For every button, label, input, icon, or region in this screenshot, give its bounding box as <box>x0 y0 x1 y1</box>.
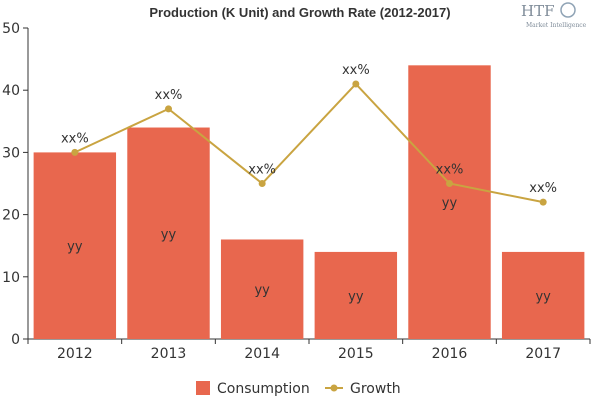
logo-text: HTF <box>521 2 555 20</box>
logo: HTF Market Intelligence <box>521 2 587 29</box>
growth-data-label: xx% <box>61 131 89 146</box>
legend: Consumption Growth <box>196 381 401 397</box>
legend-label-consumption: Consumption <box>217 381 310 397</box>
y-tick-label: 50 <box>2 21 20 37</box>
growth-data-label: xx% <box>155 88 183 103</box>
bar <box>501 251 585 339</box>
x-axis-ticks: 2012 2013 2014 2015 2016 2017 <box>27 339 591 362</box>
growth-point <box>165 105 172 113</box>
legend-label-growth: Growth <box>350 381 401 397</box>
growth-point <box>446 180 453 187</box>
x-tick-label: 2012 <box>57 346 93 362</box>
growth-point <box>71 148 79 156</box>
y-tick-label: 10 <box>2 270 20 286</box>
logo-globe-icon <box>560 2 576 18</box>
bar-data-label: yy <box>348 289 364 304</box>
y-tick-label: 0 <box>11 332 20 348</box>
bar-data-label: yy <box>254 283 270 298</box>
legend-swatch-growth-dot <box>330 384 338 392</box>
bar <box>127 127 210 340</box>
legend-item-consumption[interactable]: Consumption <box>196 381 310 397</box>
chart-title: Production (K Unit) and Growth Rate (201… <box>149 5 450 20</box>
logo-subtext: Market Intelligence <box>526 22 587 29</box>
bar <box>408 65 491 339</box>
bar <box>33 152 117 339</box>
bar-data-label: yy <box>442 196 458 211</box>
bars <box>33 65 585 340</box>
y-tick-label: 40 <box>2 83 20 99</box>
legend-swatch-consumption <box>196 381 210 395</box>
bar <box>220 239 304 339</box>
growth-data-label: xx% <box>529 181 557 196</box>
bar-data-label: yy <box>535 289 551 304</box>
growth-point <box>258 180 266 187</box>
legend-item-growth[interactable]: Growth <box>325 381 401 397</box>
y-tick-label: 20 <box>2 208 20 224</box>
growth-series-line <box>74 82 544 204</box>
growth-data-label: xx% <box>342 63 370 78</box>
growth-line <box>71 80 547 206</box>
bar-data-label: yy <box>161 227 177 242</box>
growth-point <box>352 80 360 88</box>
x-tick-label: 2016 <box>432 346 468 362</box>
growth-labels: xx% xx% xx% xx% xx% xx% <box>61 63 557 196</box>
x-tick-label: 2015 <box>338 346 374 362</box>
bar-data-label: yy <box>67 240 83 255</box>
growth-point <box>539 198 547 206</box>
x-tick-label: 2014 <box>244 346 280 362</box>
growth-data-label: xx% <box>436 163 464 178</box>
x-tick-label: 2017 <box>525 346 561 362</box>
bar-labels: yy yy yy yy yy yy <box>67 196 551 304</box>
y-axis-ticks: 0 10 20 30 40 50 <box>2 21 28 348</box>
y-tick-label: 30 <box>2 145 20 161</box>
x-tick-label: 2013 <box>151 346 187 362</box>
bar <box>314 251 398 339</box>
growth-data-label: xx% <box>248 163 276 178</box>
